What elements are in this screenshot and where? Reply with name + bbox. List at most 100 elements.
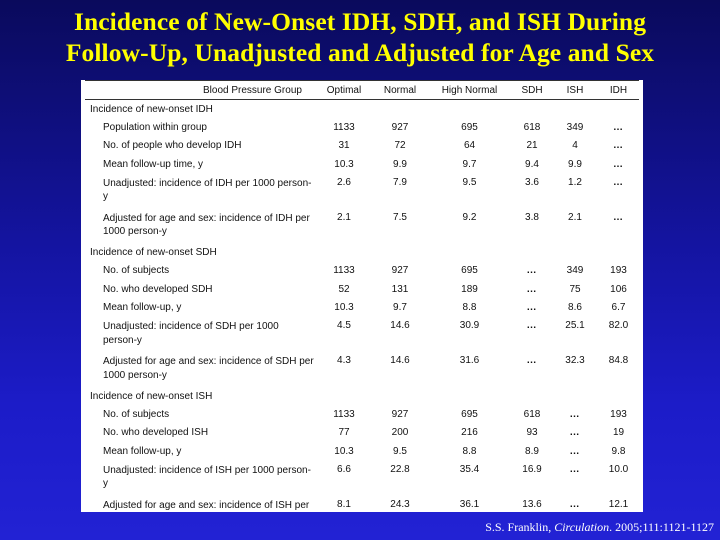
table-cell: 13.6: [522, 498, 542, 510]
row-label: Population within group: [103, 121, 207, 133]
row-label: Unadjusted: incidence of ISH per 1000 pe…: [103, 464, 311, 490]
table-cell: 24.3: [390, 498, 410, 510]
table-row: Mean follow-up, y 10.3 9.7 8.8 … 8.6 6.7: [85, 299, 639, 318]
row-label: No. of subjects: [103, 408, 170, 420]
row-label: Mean follow-up time, y: [103, 158, 204, 170]
table-cell: …: [569, 498, 581, 510]
table-cell: 1.2: [568, 176, 582, 188]
row-label: No. of people who develop IDH: [103, 140, 242, 151]
table-cell: 9.8: [611, 445, 626, 457]
table-cell: …: [613, 121, 624, 133]
table-row: Adjusted for age and sex: incidence of I…: [85, 496, 639, 513]
table-cell: …: [569, 427, 581, 439]
table-cell: 10.3: [334, 445, 354, 457]
table-cell: 14.6: [390, 320, 410, 331]
table-cell: 695: [461, 121, 478, 133]
table-cell: 82.0: [608, 320, 629, 331]
table-cell: …: [526, 302, 538, 314]
row-label: Mean follow-up, y: [103, 445, 182, 457]
table-cell: 52: [338, 283, 350, 295]
table-cell: 9.7: [462, 158, 477, 170]
table-cell: …: [526, 355, 538, 366]
header-bp-group: Blood Pressure Group: [85, 80, 315, 100]
table-cell: …: [569, 445, 581, 457]
table-cell: …: [569, 408, 581, 420]
table-cell: 31.6: [459, 355, 480, 366]
table-cell: 4.3: [337, 355, 351, 366]
table-cell: 106: [610, 283, 627, 295]
table-cell: …: [613, 140, 624, 152]
table-cell: 618: [523, 121, 541, 133]
table-cell: 93: [526, 427, 538, 439]
header-idh: IDH: [598, 80, 639, 100]
header-high-normal: High Normal: [427, 80, 512, 100]
table-cell: 618: [523, 408, 541, 420]
table-row: Population within group 1133 927 695 618 349…: [85, 118, 639, 137]
title-line-1: Incidence of New-Onset IDH, SDH, and ISH…: [73, 7, 647, 36]
table-cell: …: [526, 283, 538, 295]
table-cell: 10.3: [334, 302, 354, 314]
table-cell: 21: [526, 140, 538, 152]
table-cell: 4.5: [337, 320, 351, 331]
row-label: Adjusted for age and sex: incidence of I…: [103, 499, 310, 511]
table-cell: 31: [338, 140, 350, 152]
table-cell: 2.1: [568, 211, 582, 223]
table-row: Unadjusted: incidence of SDH per 1000 pe…: [85, 317, 639, 352]
table-cell: 9.5: [462, 176, 477, 188]
table-cell: 19: [612, 427, 625, 439]
table-row: Adjusted for age and sex: incidence of I…: [85, 209, 639, 244]
citation-journal: Circulation: [554, 520, 610, 534]
table-cell: 10.3: [334, 158, 354, 170]
table-cell: 7.5: [393, 211, 407, 223]
table-cell: 349: [566, 121, 584, 133]
table-cell: 9.9: [393, 158, 407, 170]
table-cell: 75: [569, 283, 581, 295]
table-cell: 16.9: [522, 463, 542, 475]
citation: S.S. Franklin, Circulation. 2005;111:112…: [485, 520, 714, 535]
table-cell: 30.9: [459, 320, 480, 331]
table-cell: 6.6: [337, 463, 351, 475]
table-cell: 695: [461, 265, 478, 277]
header-ish: ISH: [552, 80, 598, 100]
table-row: Unadjusted: incidence of ISH per 1000 pe…: [85, 461, 639, 496]
table-cell: 9.2: [462, 211, 477, 223]
table-cell: 927: [391, 265, 409, 277]
incidence-table-image: Blood Pressure Group Optimal Normal High…: [81, 80, 643, 512]
table-cell: 2.6: [337, 176, 351, 188]
table-cell: 8.9: [525, 445, 539, 457]
table-cell: 189: [461, 283, 478, 295]
table-cell: 35.4: [459, 463, 480, 475]
header-normal: Normal: [373, 80, 427, 100]
table-cell: …: [526, 265, 538, 277]
table-row: Unadjusted: incidence of IDH per 1000 pe…: [85, 174, 639, 209]
table-cell: 84.8: [608, 355, 629, 366]
row-label: No. of subjects: [103, 265, 170, 276]
table-cell: 7.9: [393, 176, 407, 188]
table-cell: …: [526, 320, 538, 331]
table-cell: …: [613, 158, 624, 170]
table-cell: 131: [391, 283, 409, 295]
slide-title: Incidence of New-Onset IDH, SDH, and ISH…: [0, 6, 720, 68]
table-cell: 200: [391, 427, 409, 439]
section-label: Incidence of new-onset SDH: [90, 247, 217, 258]
row-label: Adjusted for age and sex: incidence of I…: [103, 212, 310, 238]
citation-author: S.S. Franklin,: [485, 520, 555, 534]
citation-ref: . 2005;111:1121-1127: [609, 520, 714, 534]
table-cell: …: [613, 211, 624, 223]
table-cell: 1133: [333, 121, 355, 133]
row-label: No. who developed ISH: [103, 427, 209, 438]
table-cell: 8.8: [462, 302, 477, 314]
table-cell: 8.6: [568, 302, 582, 314]
section-header-row: Incidence of new-onset ISH: [85, 387, 639, 405]
row-label: Adjusted for age and sex: incidence of S…: [103, 356, 314, 381]
header-optimal: Optimal: [315, 80, 373, 100]
section-label: Incidence of new-onset IDH: [90, 103, 213, 115]
table-cell: 8.8: [462, 445, 477, 457]
table-row: Mean follow-up time, y 10.3 9.9 9.7 9.4 9.9…: [85, 155, 639, 174]
table-row: No. who developed ISH 77 200 216 93 … 19: [85, 424, 639, 443]
table-cell: 927: [391, 408, 409, 420]
table-cell: 32.3: [565, 355, 585, 366]
table-cell: 3.6: [525, 176, 539, 188]
table-cell: 72: [394, 140, 406, 152]
table-cell: 25.1: [565, 320, 585, 331]
